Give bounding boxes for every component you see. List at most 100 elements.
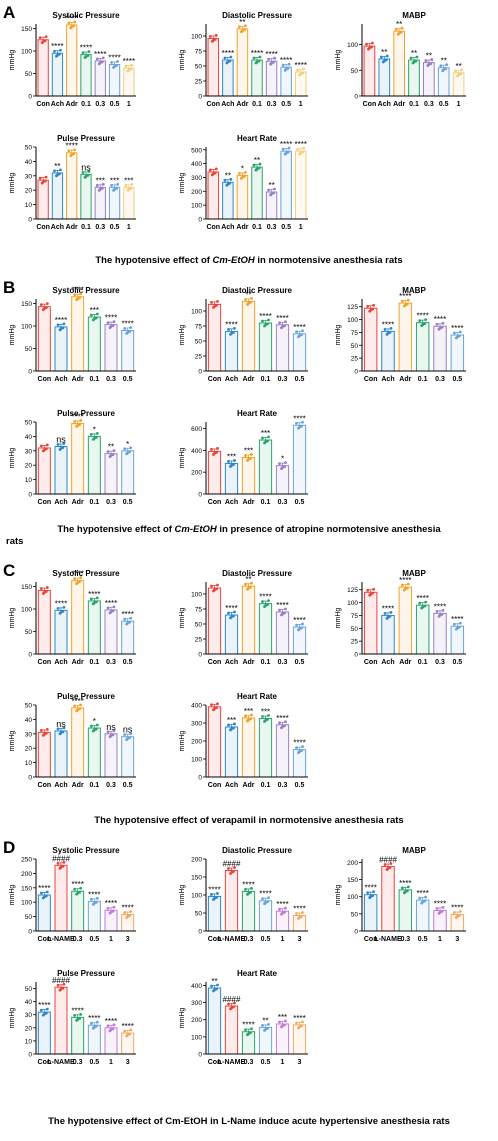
data-point xyxy=(298,916,301,919)
data-point xyxy=(442,68,446,72)
chart-title: Diastolic Pressure xyxy=(222,286,292,295)
chart-0-1: Diastolic Pressure mmHg 0 25 50 75 100 Con **** A… xyxy=(179,11,308,108)
data-point xyxy=(109,610,113,614)
y-tick-label: 50 xyxy=(351,911,359,918)
y-axis-label: mmHg xyxy=(9,325,16,346)
significance-label: **** xyxy=(108,53,120,62)
y-tick-label: 0 xyxy=(28,94,32,101)
y-tick-label: 0 xyxy=(354,94,358,101)
significance-label: **** xyxy=(265,50,277,59)
data-point xyxy=(216,300,219,303)
significance-label: **** xyxy=(105,1017,117,1026)
y-tick-label: 0 xyxy=(354,652,358,659)
data-point xyxy=(214,167,218,171)
data-point xyxy=(62,982,66,986)
y-tick-label: 30 xyxy=(25,448,33,455)
x-tick-label: Con xyxy=(206,101,220,108)
x-tick-label: 0.5 xyxy=(295,659,305,666)
data-point xyxy=(261,436,264,440)
data-point xyxy=(223,178,227,182)
x-tick-label: Ach xyxy=(54,499,67,506)
x-tick-label: 0.5 xyxy=(439,101,449,108)
significance-label: **** xyxy=(55,316,67,325)
data-point xyxy=(400,26,404,30)
significance-label: #### xyxy=(223,995,241,1004)
x-tick-label: 0.5 xyxy=(89,1059,99,1066)
y-tick-label: 50 xyxy=(25,346,33,353)
caption-part: Cm-EtOH xyxy=(213,255,256,266)
data-point xyxy=(258,55,262,59)
y-axis-label: mmHg xyxy=(9,731,16,752)
bar-0.3 xyxy=(104,324,118,372)
x-tick-label: 1 xyxy=(281,936,285,943)
bar-0.3 xyxy=(275,724,290,778)
bar-Ach xyxy=(224,614,239,655)
significance-label: * xyxy=(93,425,96,434)
data-point xyxy=(106,730,110,734)
data-point xyxy=(424,318,428,322)
caption-line: The hypotensive effect of xyxy=(57,524,174,535)
y-tick-label: 0 xyxy=(198,775,202,782)
significance-label: **** xyxy=(399,292,411,301)
data-point xyxy=(238,25,241,29)
significance-label: **** xyxy=(399,879,411,888)
chart-0-4: Heart Rate mmHg 0 100 200 300 400 500 Con ** Ach * A… xyxy=(179,134,308,231)
significance-label: **** xyxy=(293,323,305,332)
x-tick-label: 0.5 xyxy=(281,101,291,108)
data-point xyxy=(298,627,301,631)
data-point xyxy=(73,887,77,891)
bar-0.3 xyxy=(265,191,278,220)
data-point xyxy=(284,320,287,324)
bar-0.3 xyxy=(423,62,435,97)
data-point xyxy=(210,703,213,707)
significance-label: **** xyxy=(382,604,394,613)
data-point xyxy=(79,1012,83,1016)
bar-Con xyxy=(37,306,51,372)
data-point xyxy=(281,466,284,470)
data-point xyxy=(92,437,96,440)
data-point xyxy=(389,862,393,865)
y-tick-label: 300 xyxy=(191,721,202,728)
chart-title: Diastolic Pressure xyxy=(222,569,292,578)
x-tick-label: 0.5 xyxy=(123,782,133,789)
data-point xyxy=(92,728,96,732)
x-tick-label: Adr xyxy=(66,224,78,231)
x-tick-label: 0.5 xyxy=(123,659,133,666)
significance-label: **** xyxy=(121,610,133,619)
data-point xyxy=(247,718,250,722)
x-tick-label: 0.3 xyxy=(95,224,105,231)
data-point xyxy=(455,335,459,339)
data-point xyxy=(278,721,281,725)
chart-title: Systolic Pressure xyxy=(52,286,120,295)
data-point xyxy=(129,910,133,913)
significance-label: #### xyxy=(223,860,241,869)
x-tick-label: Ach xyxy=(54,376,67,383)
data-point xyxy=(457,73,460,77)
data-point xyxy=(247,586,250,590)
data-point xyxy=(281,63,285,67)
data-point xyxy=(368,46,371,50)
significance-label: **** xyxy=(434,899,446,908)
significance-label: **** xyxy=(38,884,50,893)
data-point xyxy=(210,584,213,588)
x-tick-label: 0.3 xyxy=(267,224,277,231)
bar-Ach xyxy=(224,726,239,778)
data-point xyxy=(109,910,113,914)
data-point xyxy=(295,330,298,334)
chart-0-0: Systolic Pressure mmHg 0 50 100 150 Con **** Ach… xyxy=(9,11,136,108)
y-tick-label: 400 xyxy=(191,703,202,710)
data-point xyxy=(458,621,462,625)
chart-title: MABP xyxy=(402,11,426,20)
data-point xyxy=(244,170,247,174)
significance-label: ** xyxy=(254,156,260,165)
bar-0.3 xyxy=(398,889,413,932)
x-tick-label: 0.3 xyxy=(278,499,288,506)
data-point xyxy=(379,55,383,59)
data-point xyxy=(295,421,298,425)
data-point xyxy=(250,453,253,456)
x-tick-label: 1 xyxy=(457,101,461,108)
data-point xyxy=(386,332,390,335)
data-point xyxy=(267,896,270,900)
caption-part: The hypotensive effect of xyxy=(95,255,212,266)
